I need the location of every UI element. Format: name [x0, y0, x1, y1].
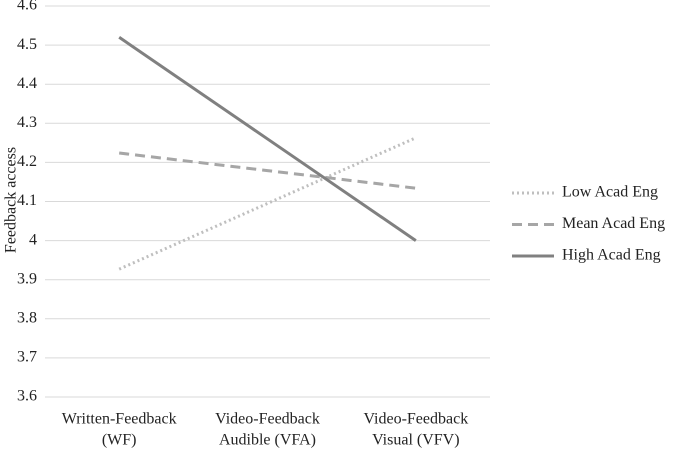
series-line	[118, 151, 417, 190]
legend-label: Low Acad Eng	[562, 184, 658, 201]
y-tick-label: 3.9	[17, 270, 37, 287]
x-tick-label: (WF)	[102, 432, 137, 449]
y-tick-label: 4.5	[17, 36, 37, 53]
x-tick-label: Video-Feedback	[215, 411, 320, 428]
series-line	[118, 136, 417, 271]
x-tick-label: Audible (VFA)	[219, 432, 316, 449]
y-tick-label: 3.8	[17, 309, 37, 326]
x-tick-label: Visual (VFV)	[372, 432, 459, 449]
x-tick-label: Video-Feedback	[363, 411, 468, 428]
series-line	[118, 36, 417, 242]
y-axis-label: Feedback access	[3, 147, 20, 253]
y-tick-label: 4.3	[17, 114, 37, 131]
x-tick-label: Written-Feedback	[62, 411, 177, 428]
y-tick-label: 4.1	[17, 192, 37, 209]
y-tick-label: 4	[29, 231, 37, 248]
y-tick-label: 4.6	[17, 0, 37, 14]
y-tick-label: 3.7	[17, 349, 37, 366]
y-tick-label: 3.6	[17, 388, 37, 405]
legend-label: Mean Acad Eng	[562, 215, 665, 232]
y-tick-label: 4.4	[17, 75, 37, 92]
y-tick-label: 4.2	[17, 153, 37, 170]
legend-label: High Acad Eng	[562, 247, 661, 264]
